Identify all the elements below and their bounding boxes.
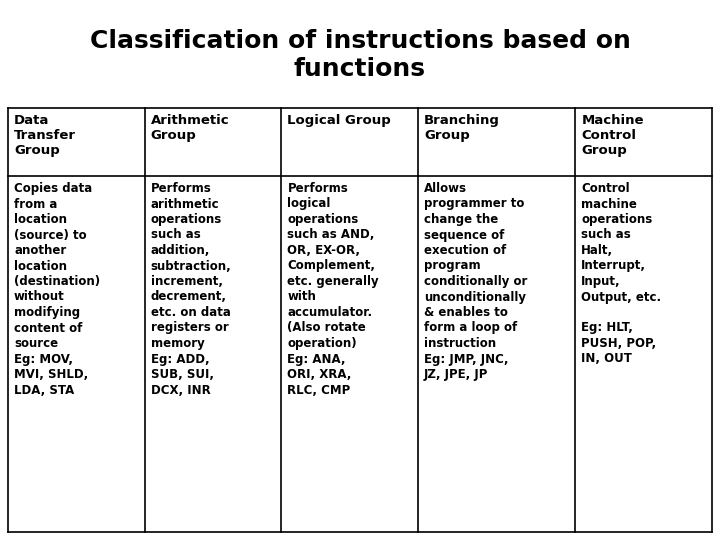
Text: Allows
programmer to
change the
sequence of
execution of
program
conditionally o: Allows programmer to change the sequence… bbox=[424, 182, 528, 381]
Text: Logical Group: Logical Group bbox=[287, 114, 391, 127]
Text: Branching
Group: Branching Group bbox=[424, 114, 500, 142]
Text: Arithmetic
Group: Arithmetic Group bbox=[150, 114, 230, 142]
Text: Performs
arithmetic
operations
such as
addition,
subtraction,
increment,
decreme: Performs arithmetic operations such as a… bbox=[150, 182, 231, 396]
Text: Machine
Control
Group: Machine Control Group bbox=[581, 114, 644, 157]
Text: Performs
logical
operations
such as AND,
OR, EX-OR,
Complement,
etc. generally
w: Performs logical operations such as AND,… bbox=[287, 182, 379, 396]
Text: Control
machine
operations
such as
Halt,
Interrupt,
Input,
Output, etc.

Eg: HLT: Control machine operations such as Halt,… bbox=[581, 182, 662, 366]
Text: Classification of instructions based on
functions: Classification of instructions based on … bbox=[89, 29, 631, 81]
Text: Copies data
from a
location
(source) to
another
location
(destination)
without
m: Copies data from a location (source) to … bbox=[14, 182, 100, 396]
Text: Data
Transfer
Group: Data Transfer Group bbox=[14, 114, 76, 157]
